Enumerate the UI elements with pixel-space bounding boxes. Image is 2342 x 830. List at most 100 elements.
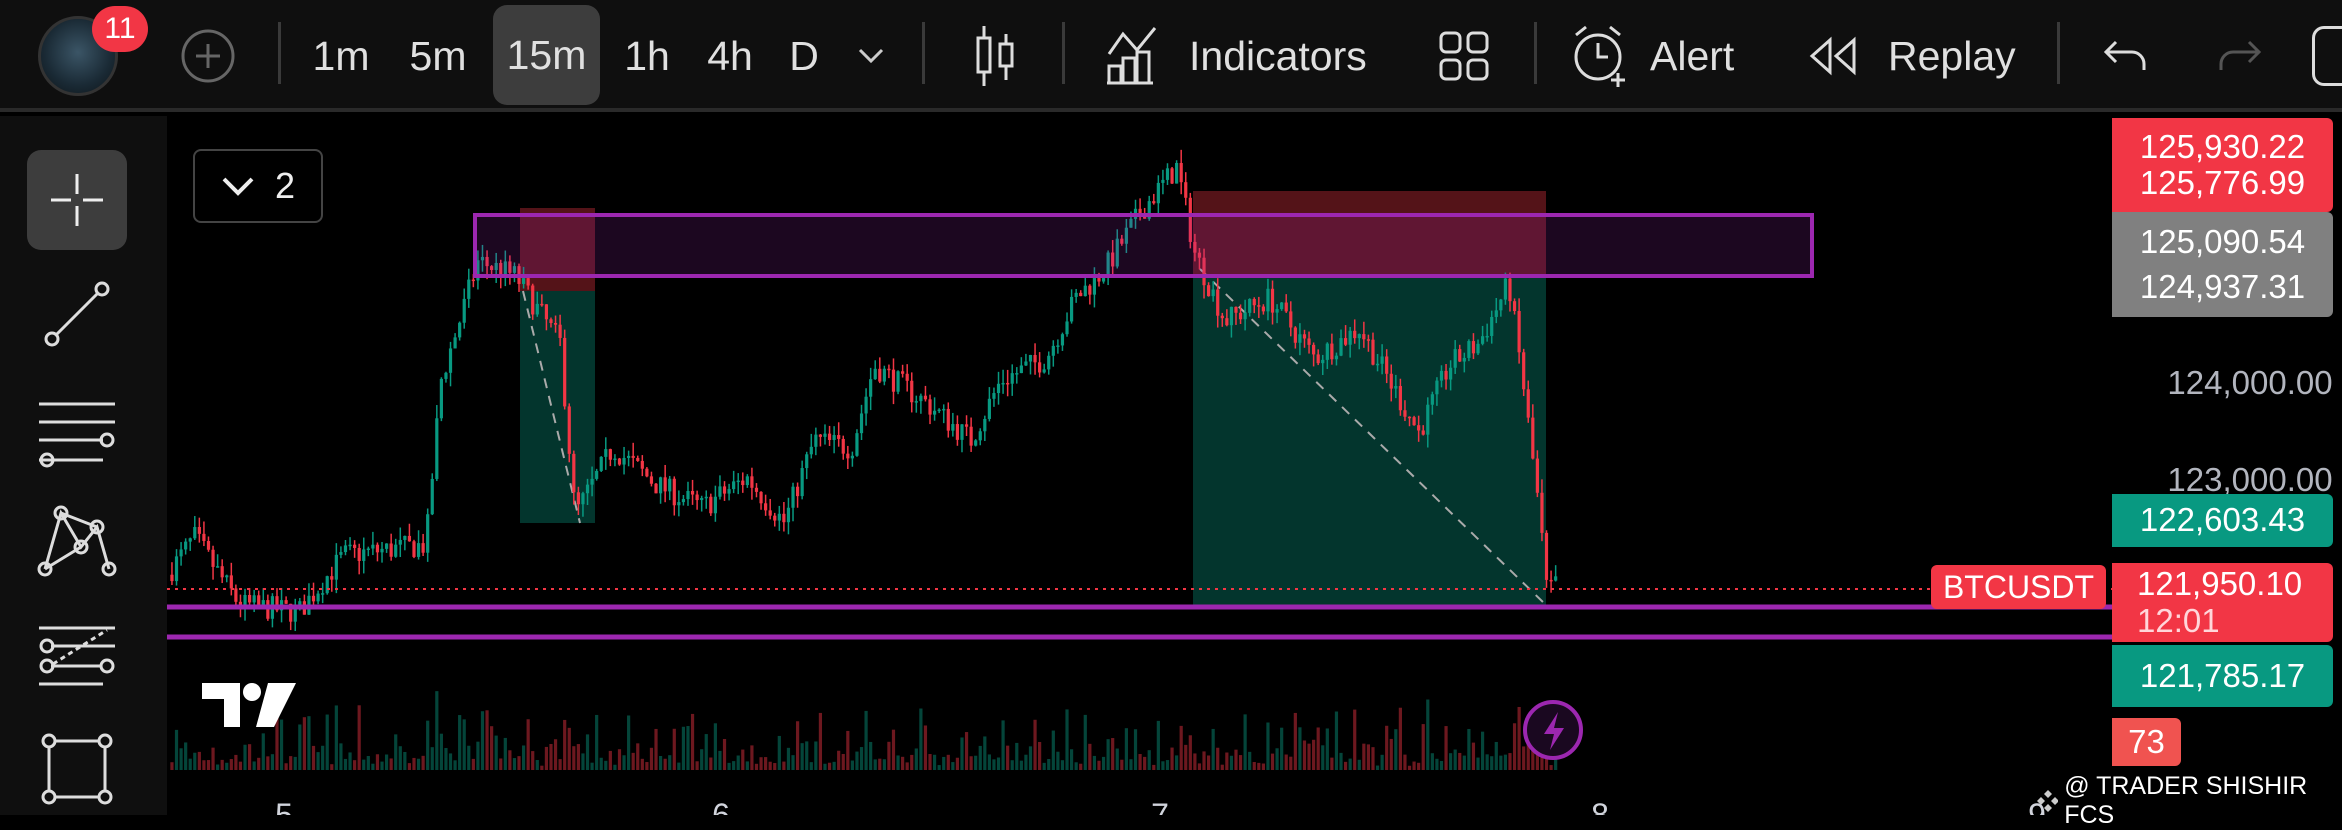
volume-bar: [1038, 741, 1042, 770]
timeframe-1h[interactable]: 1h: [624, 32, 670, 79]
add-symbol-button[interactable]: [180, 0, 236, 112]
candle-body: [818, 434, 823, 437]
short-position-risk-zone[interactable]: [1193, 191, 1546, 276]
candle-body: [1024, 361, 1028, 366]
volume-bar: [499, 758, 503, 770]
volume-bar: [1143, 756, 1147, 770]
chart-type-button[interactable]: [965, 0, 1025, 112]
candle-body: [873, 368, 877, 380]
rectangle-tool[interactable]: [27, 719, 127, 819]
volume-bar: [384, 754, 389, 770]
volume-bar: [622, 755, 626, 770]
candle-body: [1325, 343, 1329, 360]
candle-body: [1202, 257, 1206, 286]
timeframe-dropdown[interactable]: [850, 0, 892, 112]
volume-bar: [887, 741, 891, 770]
candle-body: [832, 435, 836, 440]
volume-bar: [238, 761, 243, 770]
candle-body: [1261, 306, 1265, 312]
notification-badge: 11: [92, 6, 148, 52]
candle-body: [814, 434, 818, 447]
candle-body: [261, 600, 265, 605]
candle-body: [1280, 302, 1284, 310]
volume-bar: [389, 758, 393, 770]
candle-body: [837, 435, 841, 439]
timeframe-4h[interactable]: 4h: [707, 32, 753, 79]
more-button[interactable]: [2312, 0, 2342, 112]
candlestick-icon: [976, 26, 1014, 86]
volume-bar: [517, 756, 521, 770]
volume-bar: [403, 751, 407, 770]
candle-body: [1275, 309, 1279, 313]
volume-bar: [841, 753, 845, 770]
volume-bar: [174, 729, 179, 770]
candle-body: [1156, 182, 1160, 204]
volume-bar: [677, 762, 681, 770]
candle-body: [193, 527, 197, 539]
crosshair-tool[interactable]: [27, 150, 127, 250]
candle-body: [526, 278, 530, 286]
alert-button[interactable]: Alert: [1570, 0, 1760, 112]
volume-bar: [1293, 712, 1297, 770]
candle-body: [686, 490, 690, 500]
volume-bar: [859, 747, 864, 770]
volume-bar: [430, 747, 434, 770]
volume-bar: [1339, 752, 1343, 770]
volume-bar: [700, 749, 704, 770]
volume-bar: [741, 749, 745, 770]
resistance-zone[interactable]: [473, 213, 1814, 278]
layouts-button[interactable]: [1434, 0, 1494, 112]
short-position-target-zone[interactable]: [520, 291, 595, 523]
volume-bar: [782, 761, 786, 770]
volume-bar: [672, 728, 676, 770]
volume-bar: [1490, 756, 1494, 770]
pattern-tool[interactable]: [27, 491, 127, 591]
candle-body: [1453, 349, 1457, 368]
timeframe-1m[interactable]: 1m: [312, 32, 370, 79]
fib-channel-tool[interactable]: [27, 607, 127, 707]
candle-body: [882, 368, 886, 382]
lightning-icon[interactable]: [1523, 700, 1583, 760]
candle-body: [896, 371, 900, 392]
candle-body: [1348, 330, 1352, 345]
timeframe-d[interactable]: D: [789, 32, 819, 79]
candle-body: [462, 298, 466, 323]
trend-line-tool[interactable]: [27, 264, 127, 364]
position-path-line: [1199, 268, 1547, 606]
volume-bar: [1275, 748, 1279, 770]
layout-selector[interactable]: 2: [193, 149, 323, 223]
candle-body: [398, 539, 402, 545]
replay-button[interactable]: Replay: [1808, 0, 2033, 112]
volume-bar: [1312, 739, 1316, 770]
candle-body: [1152, 201, 1156, 204]
volume-bar: [809, 762, 813, 770]
timeframe-15m[interactable]: 15m: [493, 5, 600, 105]
volume-bar: [549, 743, 553, 770]
candle-body: [1499, 299, 1503, 311]
volume-bar: [1156, 720, 1160, 770]
indicators-button[interactable]: Indicators: [1105, 0, 1385, 112]
volume-bar: [1202, 751, 1206, 770]
candle-body: [1111, 252, 1115, 267]
volume-bar: [398, 746, 402, 770]
redo-button[interactable]: [2215, 0, 2265, 112]
indicators-icon: [1107, 27, 1157, 85]
volume-bar: [1334, 711, 1339, 770]
volume-bar: [1417, 762, 1421, 770]
volume-bar: [1184, 744, 1188, 770]
undo-button[interactable]: [2100, 0, 2150, 112]
volume-bar: [928, 754, 932, 770]
volume-bar: [1366, 744, 1371, 770]
volume-bar: [540, 765, 544, 770]
volume-bar: [901, 756, 905, 770]
volume-bar: [234, 754, 238, 770]
fib-retracement-tool[interactable]: [27, 383, 127, 483]
price-label-text: 125,930.22: [2139, 127, 2306, 165]
candle-body: [987, 398, 991, 419]
timeframe-5m[interactable]: 5m: [409, 32, 467, 79]
volume-bar: [1015, 742, 1019, 770]
volume-bar: [1348, 758, 1352, 770]
volume-bar: [1471, 742, 1476, 770]
volume-bar: [357, 705, 361, 770]
